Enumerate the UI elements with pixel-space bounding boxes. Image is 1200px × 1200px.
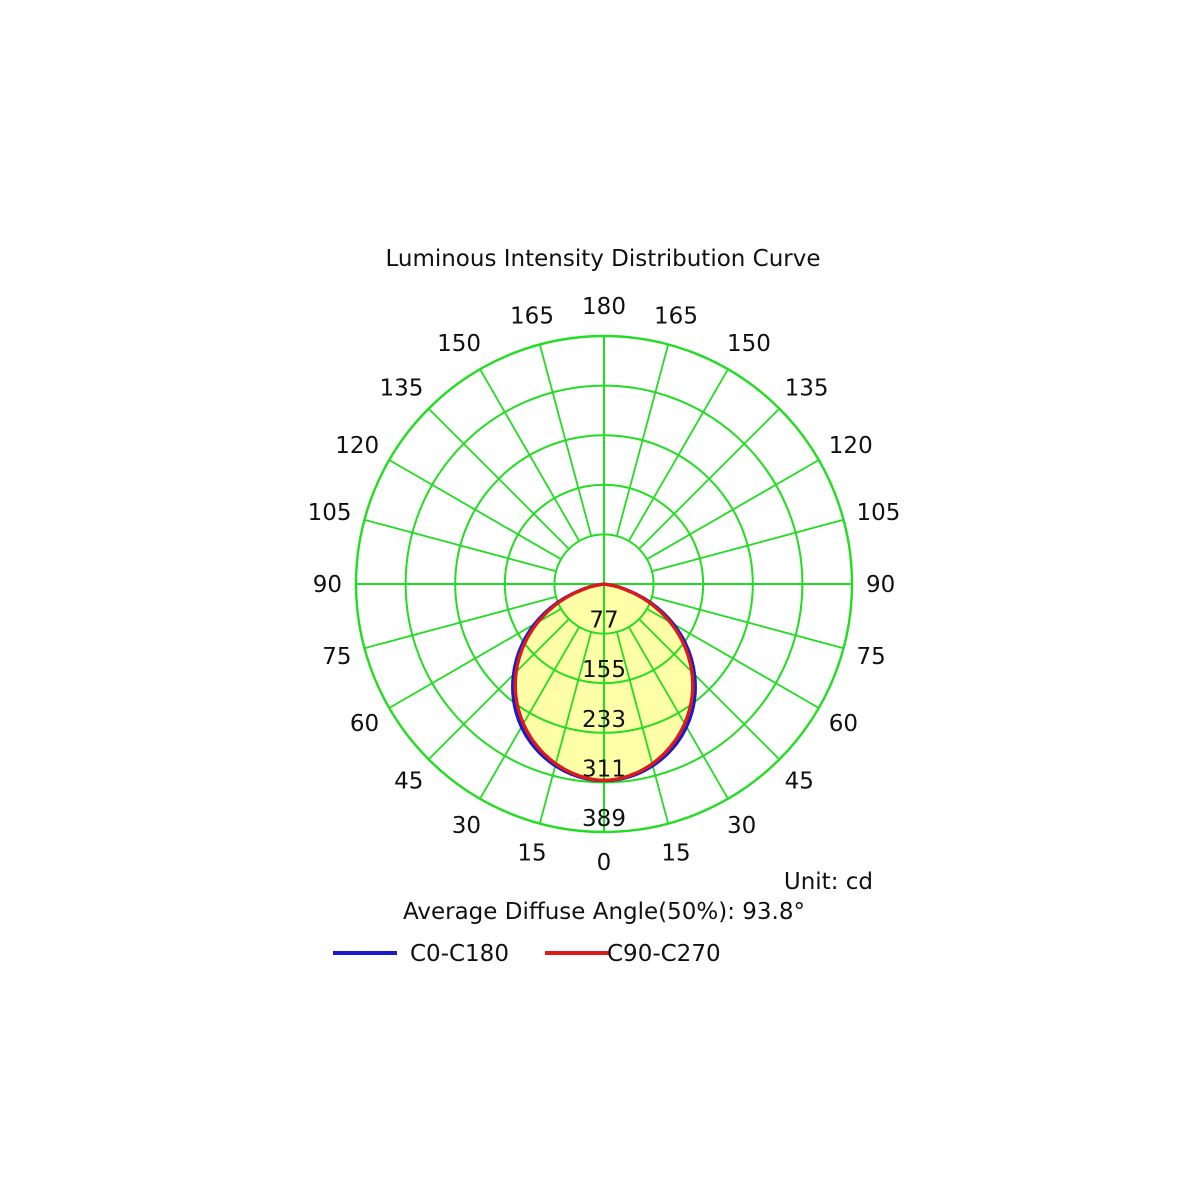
angle-label: 105: [308, 500, 352, 526]
angle-label: 150: [437, 331, 481, 357]
chart-title: Luminous Intensity Distribution Curve: [385, 246, 820, 272]
ring-value-label: 155: [582, 657, 626, 683]
ring-value-label: 389: [582, 806, 626, 832]
grid-spoke: [427, 407, 570, 550]
grid-spoke: [615, 631, 670, 824]
grid-spoke: [364, 518, 557, 573]
grid-spoke: [615, 344, 670, 537]
legend-label-c0-c180: C0-C180: [410, 941, 509, 967]
grid-spoke: [638, 618, 781, 761]
angle-label: 120: [335, 433, 379, 459]
angle-label: 90: [313, 572, 342, 598]
angle-label: 165: [510, 304, 554, 330]
grid-spoke: [479, 368, 580, 542]
angle-label: 60: [829, 711, 858, 737]
angle-label: 30: [727, 813, 756, 839]
ring-value-label: 233: [582, 707, 626, 733]
grid-spoke: [638, 407, 781, 550]
angle-label: 105: [857, 500, 901, 526]
angle-label: 90: [866, 572, 895, 598]
distribution-curves: [511, 582, 697, 783]
ring-value-label: 77: [589, 608, 618, 634]
angle-label: 120: [829, 433, 873, 459]
angle-label: 135: [785, 375, 829, 401]
angle-label: 0: [597, 850, 612, 876]
angle-label: 15: [517, 841, 546, 867]
legend: C0-C180 C90-C270: [333, 941, 721, 967]
angle-label: 180: [582, 294, 626, 320]
angle-label: 75: [857, 644, 886, 670]
angle-label: 45: [785, 769, 814, 795]
grid-spoke: [427, 618, 570, 761]
diffuse-angle-note: Average Diffuse Angle(50%): 93.8°: [403, 899, 805, 925]
angle-label: 135: [379, 375, 423, 401]
grid-spoke: [364, 595, 557, 650]
angle-label: 45: [394, 769, 423, 795]
grid-spoke: [538, 344, 593, 537]
grid-spoke: [388, 459, 562, 560]
angle-label: 150: [727, 331, 771, 357]
angle-label: 60: [350, 711, 379, 737]
unit-label: Unit: cd: [784, 869, 873, 895]
grid-spoke: [628, 368, 729, 542]
angle-label: 75: [322, 644, 351, 670]
series-curve-c90-c270: [513, 582, 695, 782]
grid-spoke: [479, 626, 580, 800]
angle-label: 15: [661, 841, 690, 867]
grid-spoke: [651, 595, 844, 650]
grid-spoke: [628, 626, 729, 800]
grid-spoke: [538, 631, 593, 824]
angle-labels: 0 15 30 45 60 75 90 105 120 135 150 165 180 15 30 45 60 7…: [308, 294, 901, 876]
grid-spoke: [651, 518, 844, 573]
grid-spoke: [646, 459, 820, 560]
angle-label: 30: [452, 813, 481, 839]
legend-label-c90-c270: C90-C270: [607, 941, 721, 967]
angle-label: 165: [654, 304, 698, 330]
